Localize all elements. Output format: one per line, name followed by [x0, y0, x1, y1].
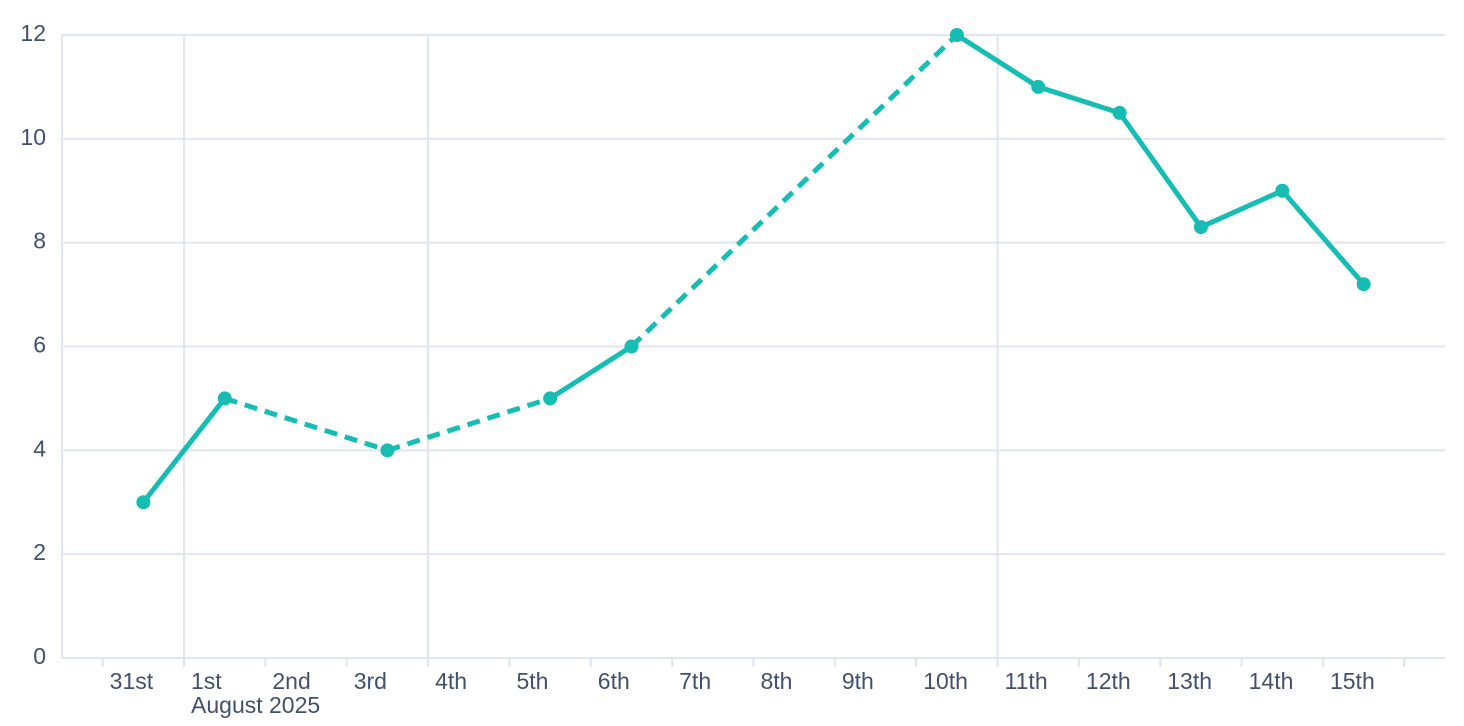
data-point-marker[interactable]: [1193, 220, 1208, 235]
x-axis-tick-label: 1st: [191, 668, 222, 694]
x-axis-tick-label: 11th: [1005, 668, 1048, 694]
series-segment-solid: [1117, 110, 1204, 230]
x-axis-tick-label: 15th: [1330, 668, 1375, 694]
x-axis-tick-label: 9th: [842, 668, 874, 694]
series-segment-solid: [954, 32, 1041, 90]
x-axis-tick-label: 12th: [1086, 668, 1131, 694]
y-axis-tick-label: 4: [33, 435, 46, 461]
x-axis-tick-label: 4th: [435, 668, 467, 694]
series-segment-dashed: [223, 396, 389, 453]
data-point-marker[interactable]: [380, 443, 395, 458]
data-point-marker[interactable]: [1031, 79, 1046, 94]
y-axis-tick-label: 0: [33, 643, 46, 669]
x-axis-tick-label: 14th: [1249, 668, 1294, 694]
x-axis-tick-label: 13th: [1167, 668, 1212, 694]
x-axis-month-label: August 2025: [191, 692, 320, 718]
data-point-marker[interactable]: [1275, 183, 1290, 198]
x-axis-tick-label: 7th: [679, 668, 711, 694]
series-segment-dashed: [386, 396, 551, 453]
series-segment-solid: [1198, 188, 1285, 230]
data-point-marker[interactable]: [949, 28, 964, 42]
y-axis-tick-label: 6: [33, 332, 46, 358]
x-axis-tick-label: 2nd: [272, 668, 310, 694]
x-axis-tick-label: 10th: [923, 668, 968, 694]
data-point-marker[interactable]: [1356, 277, 1371, 292]
x-axis-tick-label: 31st: [110, 668, 154, 694]
data-point-marker[interactable]: [136, 495, 151, 510]
y-axis-tick-label: 10: [20, 124, 46, 150]
y-axis-tick-label: 8: [33, 228, 46, 254]
series-segment-solid: [1279, 188, 1367, 287]
y-axis-tick-label: 2: [33, 539, 46, 565]
data-point-marker[interactable]: [217, 391, 232, 406]
x-axis-tick-label: 8th: [761, 668, 793, 694]
x-axis-tick-label: 6th: [598, 668, 630, 694]
series-segment-solid: [547, 344, 634, 401]
y-axis-tick-label: 12: [20, 20, 46, 46]
data-point-marker[interactable]: [624, 339, 639, 354]
series-segment-solid: [140, 395, 228, 505]
series-segment-dashed: [629, 33, 959, 349]
x-axis-tick-label: 3rd: [354, 668, 387, 694]
x-axis-tick-label: 5th: [516, 668, 548, 694]
series-segment-solid: [1035, 84, 1123, 116]
data-point-marker[interactable]: [543, 391, 558, 406]
data-point-marker[interactable]: [1112, 105, 1127, 120]
